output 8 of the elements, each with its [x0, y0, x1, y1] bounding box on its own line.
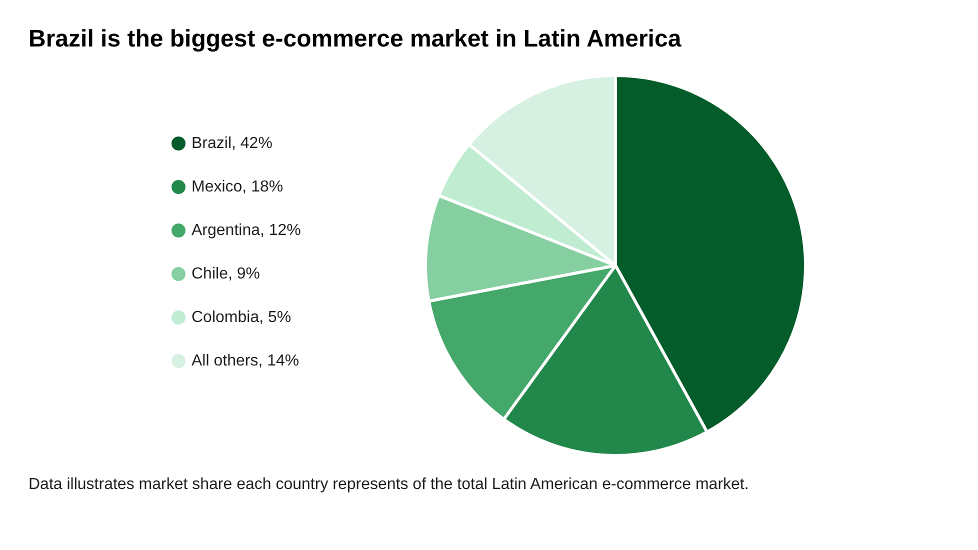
legend-label: Mexico, 18% — [192, 178, 284, 196]
legend-label: Colombia, 5% — [192, 309, 292, 326]
legend-label: All others, 14% — [192, 352, 300, 370]
text: Data illustrates market share each country represents of the total Latin American e-commerce market. — [28, 476, 749, 493]
legend-label: Chile, 9% — [192, 266, 260, 282]
legend-label: Argentina, 12% — [192, 222, 301, 239]
legend-label: Brazil, 42% — [192, 135, 272, 152]
chart-title: Brazil is the biggest e-commerce market in Latin America — [28, 26, 682, 52]
